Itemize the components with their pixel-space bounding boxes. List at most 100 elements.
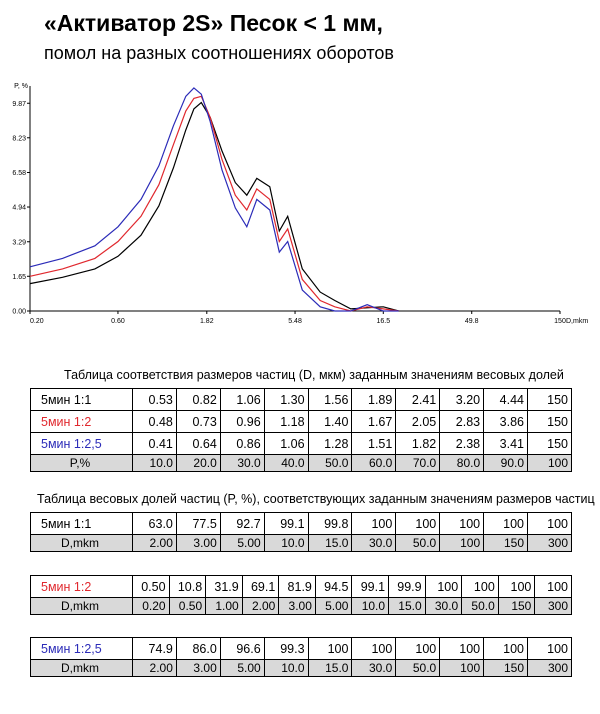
x-tick-label: 5.48 <box>288 318 302 325</box>
table-cell: 2.83 <box>439 410 485 433</box>
footer-cell: 300 <box>527 534 572 552</box>
table-cell: 3.41 <box>483 432 529 455</box>
table-row: 5мин 1:2 0.50 10.8 31.9 69.1 81.9 94.5 99.1 99.9… <box>30 575 572 598</box>
table-cell: 74.9 <box>132 637 177 660</box>
table-cell: 0.86 <box>219 432 265 455</box>
table-cell: 150 <box>527 432 572 455</box>
x-tick-label: 49.8 <box>465 318 479 325</box>
page-title: «Активатор 2S» Песок < 1 мм, <box>44 10 383 36</box>
y-tick-label: 8.23 <box>12 135 26 142</box>
footer-cell: 10.0 <box>351 597 390 615</box>
footer-cell: 50.0 <box>395 534 441 552</box>
table-cell: 100 <box>439 637 485 660</box>
footer-cell: 70.0 <box>395 454 441 472</box>
table-footer-row: P,% 10.0 20.0 30.0 40.0 50.0 60.0 70.0 80.0 90.0 1… <box>30 454 572 472</box>
table-cell: 77.5 <box>175 512 221 535</box>
footer-cell: 50.0 <box>461 597 499 615</box>
footer-cell: 10.0 <box>263 659 309 677</box>
table-cell: 100 <box>497 575 536 598</box>
x-tick-label: 0.20 <box>30 318 44 325</box>
footer-cell: 80.0 <box>439 454 485 472</box>
table-cell: 100 <box>534 575 572 598</box>
y-tick-label: 0.00 <box>12 309 26 316</box>
fraction-table-1-2: 5мин 1:2 0.50 10.8 31.9 69.1 81.9 94.5 99.1 99.9… <box>30 575 572 615</box>
table-cell: 2.41 <box>395 388 441 411</box>
table-cell: 63.0 <box>132 512 177 535</box>
footer-cell: 300 <box>527 659 572 677</box>
footer-cell: 15.0 <box>388 597 426 615</box>
x-axis-unit: D,mkm <box>566 318 588 325</box>
footer-cell: 100 <box>439 659 485 677</box>
footer-label: D,mkm <box>30 659 133 677</box>
table-cell: 0.53 <box>132 388 177 411</box>
footer-cell: 150 <box>483 534 529 552</box>
footer-cell: 100 <box>527 454 572 472</box>
footer-cell: 3.00 <box>175 534 221 552</box>
table-row: 5мин 1:2,5 74.9 86.0 96.6 99.3 100 100 100 100 10… <box>30 637 572 660</box>
y-tick-label: 3.29 <box>12 239 26 246</box>
table-footer-row: D,mkm 0.20 0.50 1.00 2.00 3.00 5.00 10.0 15.0 30.… <box>30 597 572 615</box>
table-row: 5мин 1:1 0.53 0.82 1.06 1.30 1.56 1.89 2.41 3.20… <box>30 388 572 411</box>
series-line <box>29 87 399 312</box>
table-row: 5мин 1:1 63.0 77.5 92.7 99.1 99.8 100 100 100 100… <box>30 512 572 535</box>
table-cell: 1.06 <box>219 388 265 411</box>
table-row: 5мин 1:2,5 0.41 0.64 0.86 1.06 1.28 1.51 1.82 2.… <box>30 432 572 455</box>
row-label: 5мин 1:1 <box>30 388 133 411</box>
footer-label: P,% <box>30 454 133 472</box>
table-cell: 1.56 <box>307 388 353 411</box>
footer-cell: 50.0 <box>395 659 441 677</box>
table-cell: 1.40 <box>307 410 353 433</box>
table-cell: 2.05 <box>395 410 441 433</box>
table-cell: 94.5 <box>314 575 353 598</box>
footer-cell: 30.0 <box>219 454 265 472</box>
table-cell: 1.18 <box>263 410 309 433</box>
row-label: 5мин 1:2 <box>30 410 133 433</box>
table-cell: 100 <box>351 512 397 535</box>
table-cell: 100 <box>351 637 397 660</box>
table-cell: 100 <box>395 637 441 660</box>
row-label: 5мин 1:2,5 <box>30 637 133 660</box>
footer-cell: 30.0 <box>351 534 397 552</box>
table-cell: 99.1 <box>263 512 309 535</box>
table-cell: 10.8 <box>168 575 207 598</box>
table-cell: 150 <box>527 410 572 433</box>
footer-cell: 30.0 <box>424 597 463 615</box>
footer-cell: 300 <box>534 597 572 615</box>
footer-cell: 5.00 <box>314 597 353 615</box>
table-cell: 99.3 <box>263 637 309 660</box>
y-tick-label: 4.94 <box>12 205 26 212</box>
table-cell: 0.50 <box>132 575 170 598</box>
y-tick-label: 1.65 <box>12 274 26 281</box>
footer-label: D,mkm <box>30 597 133 615</box>
table-cell: 100 <box>527 637 572 660</box>
table-cell: 0.96 <box>219 410 265 433</box>
table-row: 5мин 1:2 0.48 0.73 0.96 1.18 1.40 1.67 2.05 2.83… <box>30 410 572 433</box>
table-cell: 0.64 <box>175 432 221 455</box>
footer-cell: 2.00 <box>132 534 177 552</box>
y-tick-label: 9.87 <box>12 101 26 108</box>
table-cell: 4.44 <box>483 388 529 411</box>
table-cell: 96.6 <box>219 637 265 660</box>
table2-caption: Таблица весовых долей частиц (P, %), соо… <box>37 492 595 506</box>
table-cell: 99.8 <box>307 512 353 535</box>
table-cell: 100 <box>483 512 529 535</box>
table-cell: 100 <box>461 575 499 598</box>
distribution-chart: P, % 9.87 8.23 6.58 4.94 3.29 1.65 0.00 0.20 0.60… <box>12 83 588 325</box>
footer-cell: 10.0 <box>263 534 309 552</box>
footer-cell: 0.20 <box>132 597 170 615</box>
footer-cell: 90.0 <box>483 454 529 472</box>
y-tick-label: 6.58 <box>12 170 26 177</box>
footer-cell: 30.0 <box>351 659 397 677</box>
table-footer-row: D,mkm 2.00 3.00 5.00 10.0 15.0 30.0 50.0 100 150 3… <box>30 534 572 552</box>
footer-cell: 50.0 <box>307 454 353 472</box>
table-cell: 86.0 <box>175 637 221 660</box>
footer-cell: 100 <box>439 534 485 552</box>
table-cell: 0.48 <box>132 410 177 433</box>
table-cell: 2.38 <box>439 432 485 455</box>
footer-cell: 60.0 <box>351 454 397 472</box>
table-cell: 3.86 <box>483 410 529 433</box>
footer-cell: 150 <box>497 597 536 615</box>
table-cell: 99.1 <box>351 575 390 598</box>
x-tick-label: 1.82 <box>200 318 214 325</box>
footer-cell: 10.0 <box>132 454 177 472</box>
